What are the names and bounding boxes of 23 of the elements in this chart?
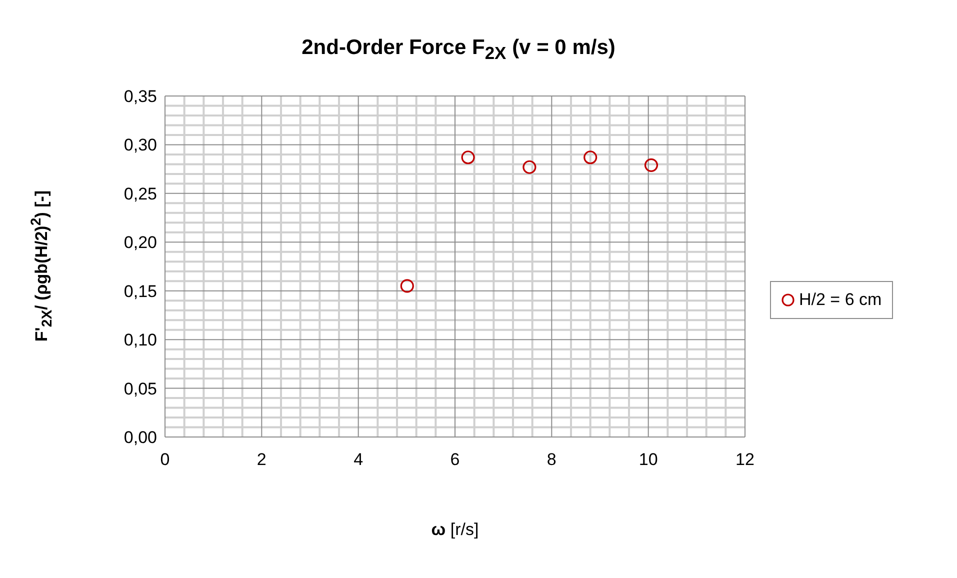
x-tick-label: 10 [638, 450, 658, 470]
point [584, 150, 598, 164]
legend-label: H/2 = 6 cm [799, 290, 882, 310]
y-tick-label: 0,10 [124, 330, 157, 350]
point [522, 160, 536, 174]
point [644, 158, 658, 172]
y-tick-label: 0,35 [124, 87, 157, 106]
x-tick-label: 6 [450, 450, 460, 470]
x-axis-title: ω [r/s] [430, 520, 480, 540]
y-tick-label: 0,15 [124, 282, 157, 301]
y-tick-label: 0,30 [124, 136, 157, 155]
point [400, 279, 414, 293]
x-tick-label: 4 [354, 450, 364, 470]
y-tick-label: 0,20 [124, 233, 157, 252]
x-tick-label: 2 [256, 450, 266, 470]
y-tick-label: 0,00 [124, 428, 157, 448]
x-tick-label: 12 [736, 450, 754, 470]
x-tick-label: 8 [546, 450, 556, 470]
chart-title: 2nd-Order Force F$_{2X}$ (v = 0 m/s) [300, 36, 616, 64]
x-tick-label: 0 [160, 450, 170, 470]
y-tick-label: 0,25 [124, 184, 157, 204]
point [461, 150, 475, 164]
y-tick-label: 0,05 [124, 379, 157, 398]
